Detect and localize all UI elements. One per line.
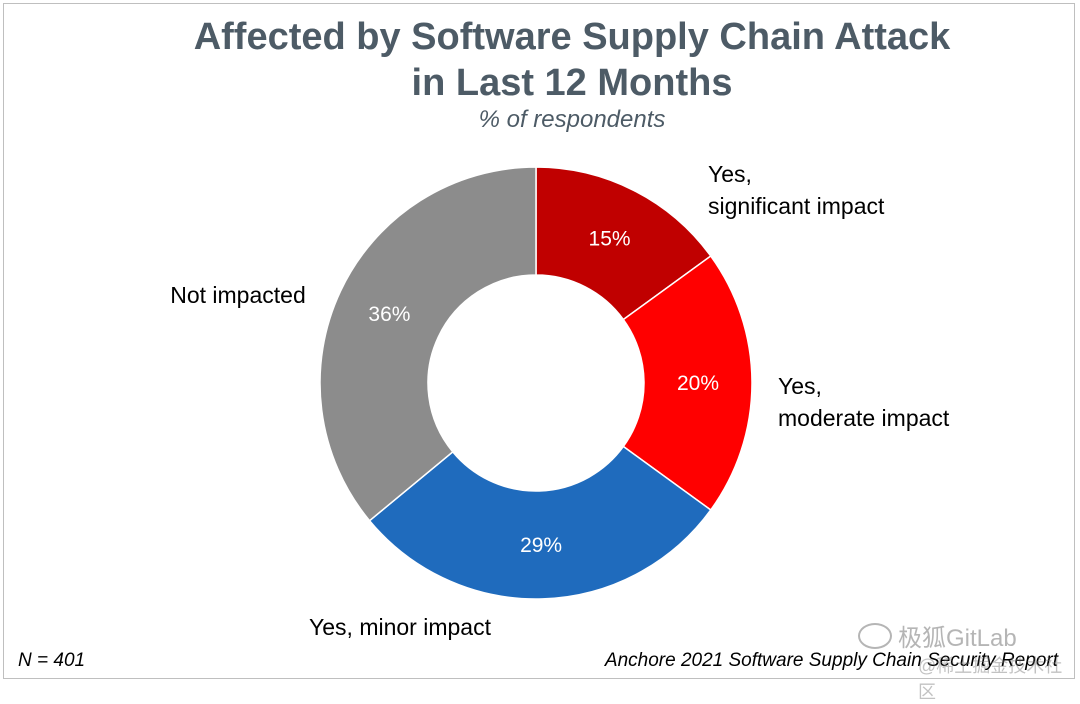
chart-frame [3, 3, 1075, 679]
chart-title-line1: Affected by Software Supply Chain Attack [193, 16, 951, 58]
slice-category-label-2-line2: moderate impact [778, 405, 950, 431]
slice-category-label-3: Yes, minor impact [309, 614, 492, 640]
donut-slice-2 [622, 254, 753, 512]
donut-slice-4 [319, 166, 537, 522]
wechat-icon [858, 622, 892, 649]
watermark: 极狐GitLab [858, 618, 1017, 653]
slice-value-label-4: 36% [368, 303, 410, 326]
donut-chart: 15% Yes, significant impact 20% Yes, moderate… [170, 161, 950, 640]
chart-title: Affected by Software Supply Chain Attack… [0, 14, 1080, 106]
source-note: Anchore 2021 Software Supply Chain Secur… [604, 650, 1058, 671]
slice-category-label-1-line2: significant impact [708, 193, 885, 219]
chart-subtitle: % of respondents [478, 106, 666, 133]
slice-category-label-1: Yes, [708, 161, 752, 187]
chart-title-line2: in Last 12 Months [411, 62, 733, 104]
slice-category-label-2: Yes, [778, 373, 822, 399]
donut-slice-1 [535, 166, 712, 321]
sample-size-note: N = 401 [18, 650, 86, 671]
watermark-text: 极狐GitLab [898, 625, 1017, 652]
slice-category-label-4: Not impacted [170, 282, 306, 308]
slice-value-label-2: 20% [677, 372, 719, 395]
donut-slice-3 [368, 445, 712, 600]
slice-value-label-3: 29% [520, 534, 562, 557]
watermark-subtext: @稀土掘金技术社区 [918, 656, 1063, 702]
slice-value-label-1: 15% [589, 228, 631, 251]
